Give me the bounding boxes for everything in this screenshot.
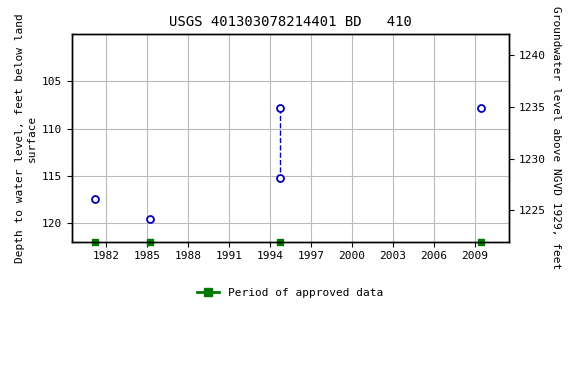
Y-axis label: Depth to water level, feet below land
surface: Depth to water level, feet below land su… xyxy=(15,13,37,263)
Y-axis label: Groundwater level above NGVD 1929, feet: Groundwater level above NGVD 1929, feet xyxy=(551,6,561,270)
Legend: Period of approved data: Period of approved data xyxy=(193,283,388,302)
Title: USGS 401303078214401 BD   410: USGS 401303078214401 BD 410 xyxy=(169,15,412,29)
